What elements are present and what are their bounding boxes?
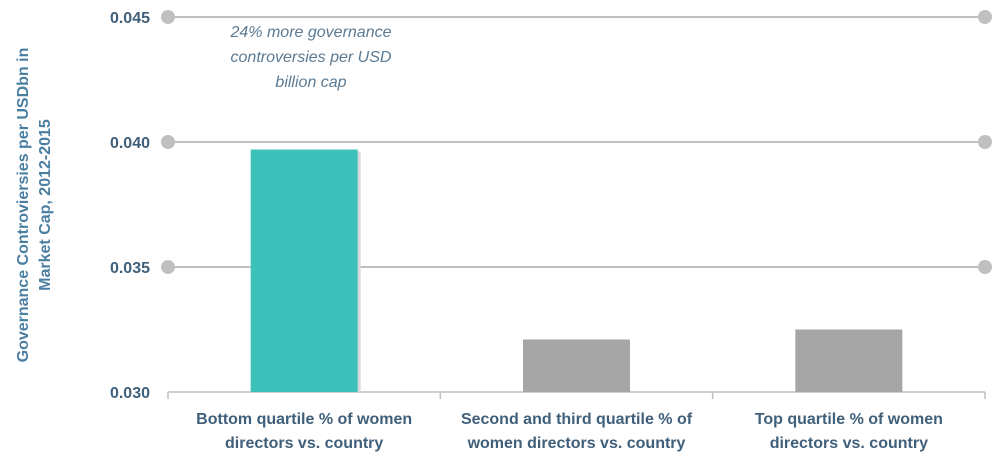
x-tick-label: women directors vs. country — [467, 435, 686, 452]
y-tick-label: 0.045 — [110, 10, 150, 27]
bar — [250, 149, 358, 392]
gridline-dot-left — [161, 135, 175, 149]
y-tick-labels: 0.030 0.035 0.040 0.045 — [110, 10, 150, 402]
bar — [523, 339, 630, 392]
y-axis-title: Governance Controviersies per USDbn in Ma… — [15, 48, 54, 363]
annotation-line: billion cap — [275, 74, 346, 91]
gridline-dot-right — [978, 10, 992, 24]
gridline-dot-left — [161, 10, 175, 24]
x-tick-label: directors vs. country — [770, 435, 928, 452]
gridline-dot-right — [978, 135, 992, 149]
annotation: 24% more governance controversies per USD… — [230, 24, 392, 91]
bar — [795, 329, 903, 392]
x-tick-label: Bottom quartile % of women — [196, 411, 412, 428]
x-tick-label: Top quartile % of women — [755, 411, 943, 428]
x-tick-label: directors vs. country — [225, 435, 383, 452]
gridline-dot-right — [978, 260, 992, 274]
y-axis-title-line: Market Cap, 2012-2015 — [37, 119, 54, 291]
gridline-dot-left — [161, 260, 175, 274]
x-tick-label: Second and third quartile % of — [461, 411, 693, 428]
x-tick-labels: Bottom quartile % of women directors vs. … — [196, 411, 943, 452]
bars — [250, 149, 903, 392]
y-tick-label: 0.035 — [110, 260, 150, 277]
y-axis-title-line: Governance Controviersies per USDbn in — [15, 48, 32, 363]
y-tick-label: 0.030 — [110, 385, 150, 402]
annotation-line: controversies per USD — [231, 49, 392, 66]
annotation-line: 24% more governance — [230, 24, 392, 41]
y-tick-label: 0.040 — [110, 135, 150, 152]
